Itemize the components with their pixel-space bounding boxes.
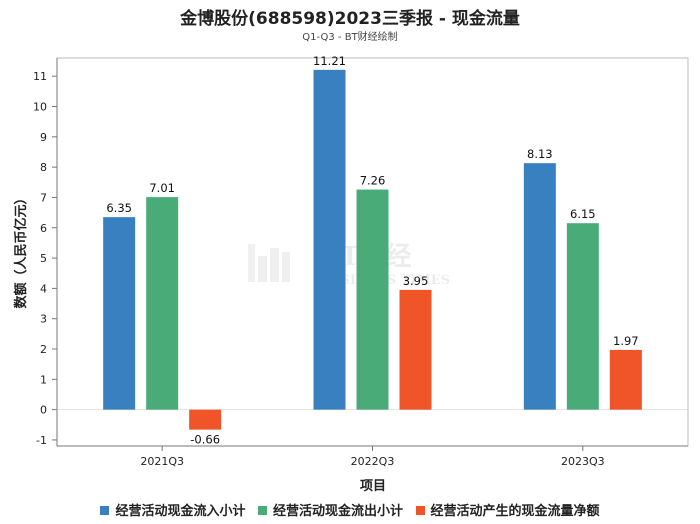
legend-swatch-inflow [100,506,110,515]
x-axis-label: 项目 [360,479,386,494]
legend-label-outflow: 经营活动现金流出小计 [272,504,403,519]
legend-swatch-outflow [257,506,267,515]
bar-series-1-2021Q3[interactable] [146,197,179,410]
bar-series-2-2021Q3[interactable] [189,409,222,430]
data-label: 8.13 [527,147,553,161]
data-label: 7.01 [149,181,175,195]
watermark-logo-bar-3 [270,248,279,282]
y-tick-label: 10 [33,101,47,114]
data-label: 3.95 [403,274,429,288]
x-tick-label: 2023Q3 [561,455,605,468]
legend-label-net: 经营活动产生的现金流量净额 [430,504,600,519]
y-tick-label: 1 [40,373,47,386]
y-tick-label: 9 [40,131,47,144]
bar-series-0-2021Q3[interactable] [103,217,136,410]
data-label: 6.15 [570,207,596,221]
data-label: 7.26 [360,174,386,188]
bar-series-2-2022Q3[interactable] [399,289,432,410]
legend: 经营活动现金流入小计 经营活动现金流出小计 经营活动产生的现金流量净额 [0,500,700,519]
x-tick-label: 2022Q3 [351,455,395,468]
data-label: 1.97 [613,334,639,348]
y-tick-label: 0 [40,404,47,417]
data-label: 6.35 [106,201,132,215]
data-label: -0.66 [190,433,220,447]
chart-subtitle: Q1-Q3 - BT财经绘制 [302,32,398,43]
bar-series-2-2023Q3[interactable] [609,349,642,410]
data-label: 11.21 [313,54,346,68]
legend-item-net[interactable]: 经营活动产生的现金流量净额 [415,500,600,519]
legend-swatch-net [415,506,425,515]
y-axis-label: 数额（人民币亿元） [13,191,29,308]
y-tick-label: 11 [33,70,47,83]
watermark-logo-bar-4 [282,252,290,282]
bar-series-0-2022Q3[interactable] [313,69,346,410]
y-tick-label: -1 [36,434,47,447]
bar-series-1-2022Q3[interactable] [356,189,389,410]
x-tick-label: 2021Q3 [140,455,184,468]
bar-series-0-2023Q3[interactable] [523,163,556,410]
y-tick-label: 7 [40,191,47,204]
y-tick-label: 4 [40,282,47,295]
y-tick-label: 6 [40,222,47,235]
y-tick-label: 2 [40,343,47,356]
watermark-logo-bar-1 [248,244,255,282]
y-tick-label: 5 [40,252,47,265]
chart-title: 金博股份(688598)2023三季报 - 现金流量 [180,9,520,29]
bar-series-1-2023Q3[interactable] [566,223,599,410]
y-tick-label: 8 [40,161,47,174]
legend-item-outflow[interactable]: 经营活动现金流出小计 [257,500,403,519]
y-tick-label: 3 [40,313,47,326]
legend-label-inflow: 经营活动现金流入小计 [115,504,246,519]
watermark-logo-bar-2 [258,256,267,282]
legend-item-inflow[interactable]: 经营活动现金流入小计 [100,500,245,519]
